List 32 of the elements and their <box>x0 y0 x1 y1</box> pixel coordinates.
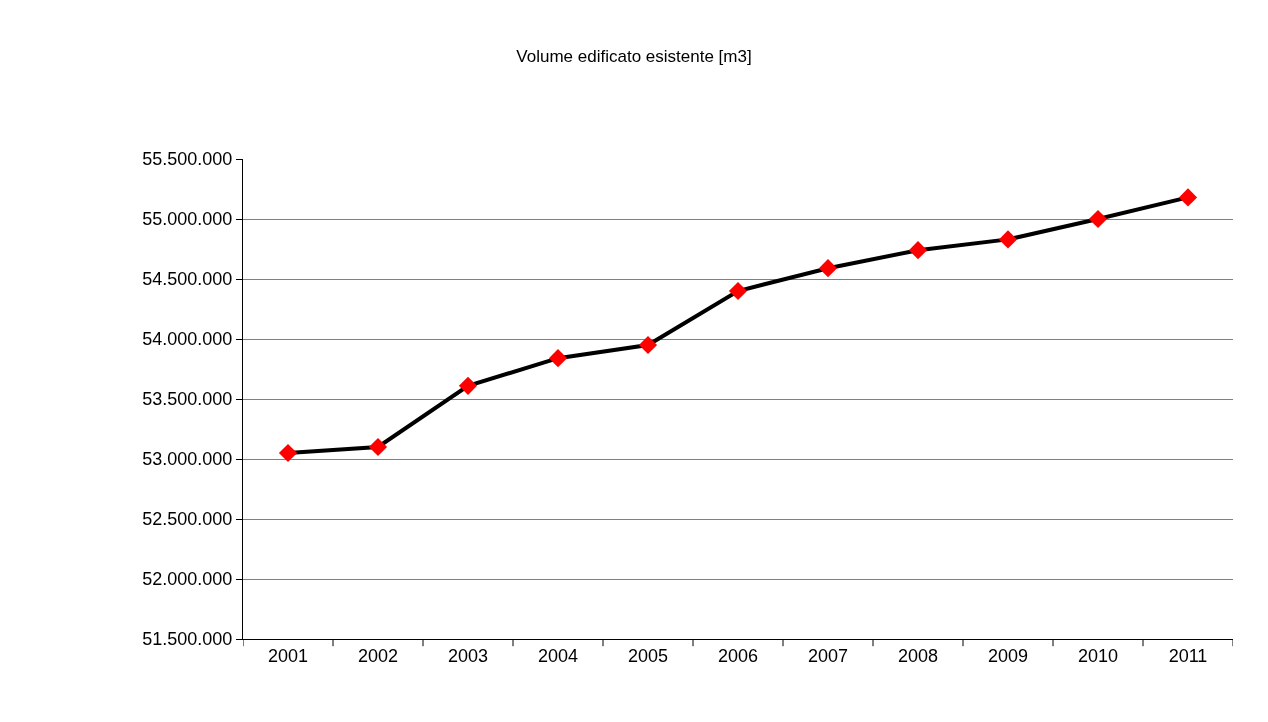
y-tick-label: 51.500.000 <box>142 629 233 650</box>
y-tick-label: 54.000.000 <box>142 329 233 350</box>
y-tick-label: 53.500.000 <box>142 389 233 410</box>
point <box>908 241 928 260</box>
y-tick-label: 52.500.000 <box>142 509 233 530</box>
point <box>1088 209 1108 229</box>
x-tick-label: 2007 <box>807 645 849 666</box>
y-tick-label: 54.500.000 <box>142 269 233 290</box>
point <box>638 335 658 355</box>
y-tick-label: 52.000.000 <box>142 569 233 590</box>
y-tick-label: 55.000.000 <box>142 209 233 230</box>
point <box>278 443 298 463</box>
point <box>818 259 838 278</box>
x-tick-label: 2004 <box>537 645 579 666</box>
x-tick-label: 2005 <box>627 645 669 666</box>
x-tick-label: 2009 <box>987 645 1029 666</box>
x-tick-label: 2011 <box>1168 645 1208 666</box>
point <box>998 230 1018 249</box>
y-tick-label: 55.500.000 <box>142 149 233 170</box>
point <box>548 349 568 368</box>
point <box>728 281 748 301</box>
x-tick-label: 2008 <box>897 645 939 666</box>
point <box>368 437 388 457</box>
x-tick-label: 2006 <box>717 645 759 666</box>
x-tick-label: 2010 <box>1077 645 1119 666</box>
point <box>458 376 478 395</box>
x-tick-label: 2002 <box>357 645 399 666</box>
chart-title: Volume edificato esistente [m3] <box>516 47 752 67</box>
y-tick-label: 53.000.000 <box>142 449 233 470</box>
x-tick-label: 2003 <box>447 645 489 666</box>
point <box>1178 188 1198 207</box>
x-tick-label: 2001 <box>267 645 309 666</box>
